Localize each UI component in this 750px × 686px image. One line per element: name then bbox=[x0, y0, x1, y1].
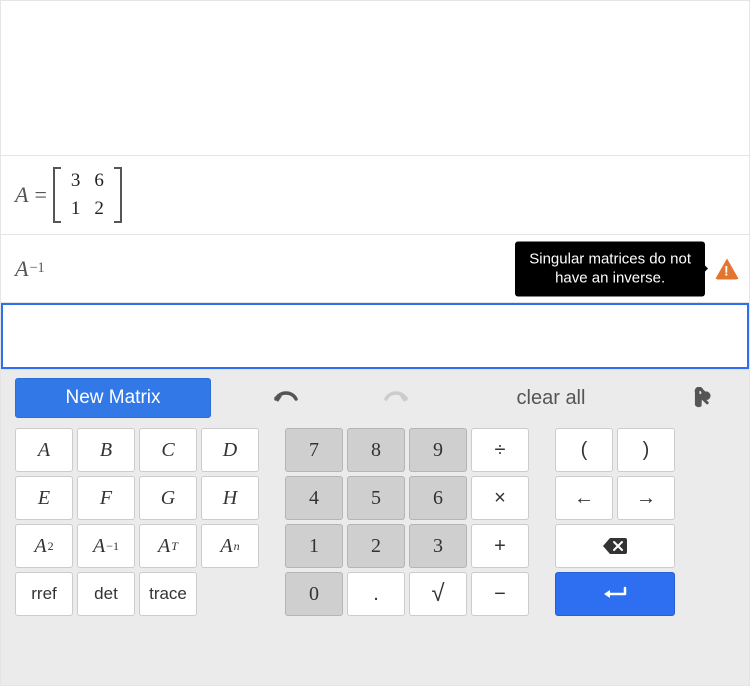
key-A-inverse[interactable]: A−1 bbox=[77, 524, 135, 568]
numeric-key-block: 7 8 9 ÷ 4 5 6 × 1 2 3 + 0 bbox=[285, 428, 529, 616]
key-paren-right[interactable]: ) bbox=[617, 428, 675, 472]
key-A-transpose[interactable]: AT bbox=[139, 524, 197, 568]
key-7[interactable]: 7 bbox=[285, 428, 343, 472]
key-D[interactable]: D bbox=[201, 428, 259, 472]
key-2[interactable]: 2 bbox=[347, 524, 405, 568]
key-8[interactable]: 8 bbox=[347, 428, 405, 472]
warning-icon bbox=[715, 258, 739, 279]
undo-button[interactable] bbox=[251, 380, 321, 416]
equals-sign: = bbox=[34, 182, 46, 208]
key-det[interactable]: det bbox=[77, 572, 135, 616]
matrix-cell: 2 bbox=[94, 198, 104, 220]
key-H[interactable]: H bbox=[201, 476, 259, 520]
def-variable: A bbox=[15, 182, 28, 208]
key-divide[interactable]: ÷ bbox=[471, 428, 529, 472]
key-plus[interactable]: + bbox=[471, 524, 529, 568]
key-B[interactable]: B bbox=[77, 428, 135, 472]
key-3[interactable]: 3 bbox=[409, 524, 467, 568]
history-expression[interactable]: A−1 Singular matrices do not have an inv… bbox=[1, 235, 749, 303]
key-6[interactable]: 6 bbox=[409, 476, 467, 520]
expr-variable: A bbox=[15, 256, 28, 282]
error-tooltip: Singular matrices do not have an inverse… bbox=[515, 241, 705, 296]
matrix-cell: 3 bbox=[71, 170, 81, 192]
key-A-power-n[interactable]: An bbox=[201, 524, 259, 568]
key-dot[interactable]: . bbox=[347, 572, 405, 616]
settings-button[interactable] bbox=[665, 380, 735, 416]
key-trace[interactable]: trace bbox=[139, 572, 197, 616]
redo-button bbox=[361, 380, 431, 416]
control-key-block: ( ) ← → bbox=[555, 428, 675, 616]
matrix-cell: 6 bbox=[94, 170, 104, 192]
key-arrow-left[interactable]: ← bbox=[555, 476, 613, 520]
expr-exponent: −1 bbox=[29, 260, 44, 277]
key-A[interactable]: A bbox=[15, 428, 73, 472]
key-F[interactable]: F bbox=[77, 476, 135, 520]
key-multiply[interactable]: × bbox=[471, 476, 529, 520]
matrix-literal: 3 6 1 2 bbox=[53, 166, 122, 224]
key-C[interactable]: C bbox=[139, 428, 197, 472]
key-A-squared[interactable]: A2 bbox=[15, 524, 73, 568]
key-5[interactable]: 5 bbox=[347, 476, 405, 520]
key-paren-left[interactable]: ( bbox=[555, 428, 613, 472]
key-9[interactable]: 9 bbox=[409, 428, 467, 472]
active-input-line[interactable] bbox=[1, 303, 749, 369]
key-G[interactable]: G bbox=[139, 476, 197, 520]
key-backspace[interactable] bbox=[555, 524, 675, 568]
history-empty bbox=[1, 1, 749, 156]
key-E[interactable]: E bbox=[15, 476, 73, 520]
key-0[interactable]: 0 bbox=[285, 572, 343, 616]
history-definition[interactable]: A = 3 6 1 2 bbox=[1, 156, 749, 235]
key-enter[interactable] bbox=[555, 572, 675, 616]
key-sqrt[interactable]: √ bbox=[409, 572, 467, 616]
clear-all-button[interactable]: clear all bbox=[461, 386, 641, 411]
matrix-cell: 1 bbox=[71, 198, 81, 220]
variable-key-block: A B C D E F G H A2 A−1 AT An bbox=[15, 428, 259, 616]
key-minus[interactable]: − bbox=[471, 572, 529, 616]
key-1[interactable]: 1 bbox=[285, 524, 343, 568]
key-arrow-right[interactable]: → bbox=[617, 476, 675, 520]
key-4[interactable]: 4 bbox=[285, 476, 343, 520]
new-matrix-button[interactable]: New Matrix bbox=[15, 378, 211, 418]
key-rref[interactable]: rref bbox=[15, 572, 73, 616]
keypad: New Matrix clear all A B bbox=[1, 369, 749, 685]
